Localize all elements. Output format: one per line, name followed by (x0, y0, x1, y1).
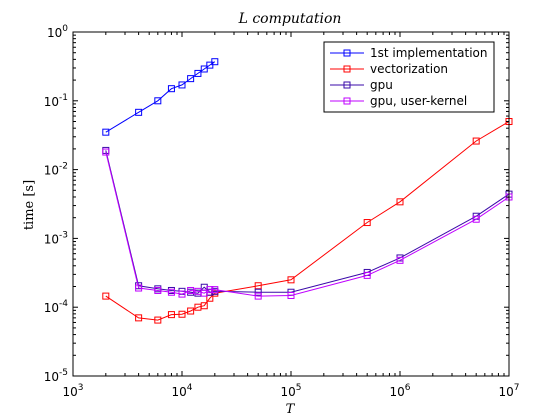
data-point (254, 292, 262, 300)
x-tick-label: 104 (171, 383, 192, 399)
data-point (178, 290, 186, 298)
x-tick-label: 106 (389, 383, 410, 399)
y-tick-label: 10-4 (44, 299, 69, 315)
data-point (154, 316, 162, 324)
y-tick-label: 10-1 (44, 93, 68, 109)
data-point (200, 302, 208, 310)
series-3 (102, 146, 513, 297)
data-point (102, 148, 110, 156)
x-tick-label: 107 (498, 383, 519, 399)
legend-swatch-marker (343, 49, 351, 57)
data-point (211, 58, 219, 66)
series-4 (102, 148, 513, 300)
x-tick-label: 103 (62, 383, 83, 399)
series-1 (102, 58, 219, 136)
legend-swatch-marker (343, 65, 351, 73)
data-point (167, 85, 175, 93)
data-point (187, 307, 195, 315)
data-point (200, 65, 208, 73)
data-point (200, 289, 208, 297)
data-point (102, 292, 110, 300)
data-point (135, 314, 143, 322)
plot-area (102, 58, 513, 324)
legend-item: gpu, user-kernel (330, 94, 467, 108)
legend-label: gpu (370, 78, 393, 92)
data-point (135, 284, 143, 292)
data-point (396, 256, 404, 264)
y-tick-label: 100 (47, 24, 68, 40)
series-line (105, 151, 510, 297)
legend-item: vectorization (330, 62, 448, 76)
legend-box (323, 41, 495, 113)
data-point (154, 97, 162, 105)
data-point (363, 271, 371, 279)
x-axis-label: T (286, 402, 296, 417)
legend-swatch-marker (343, 97, 351, 105)
y-axis-label: time [s] (22, 180, 37, 230)
data-point (194, 69, 202, 77)
data-point (135, 108, 143, 116)
legend-label: gpu, user-kernel (370, 94, 467, 108)
data-point (287, 276, 295, 284)
data-point (472, 215, 480, 223)
data-point (206, 286, 214, 294)
series-line (105, 121, 510, 321)
x-tick-label: 105 (280, 383, 301, 399)
legend: 1st implementation vectorization gpu gpu, u… (323, 41, 495, 113)
data-point (396, 198, 404, 206)
legend-label: vectorization (370, 62, 448, 76)
y-tick-label: 10-5 (44, 368, 68, 384)
y-tick-label: 10-3 (44, 230, 68, 246)
legend-label: 1st implementation (370, 46, 488, 60)
data-point (154, 286, 162, 294)
series-line (105, 61, 216, 133)
axes: 103 104 105 106 107 10-5 10-4 10-3 10-2 10-1 100 (44, 24, 520, 399)
data-point (178, 310, 186, 318)
data-point (363, 219, 371, 227)
data-point (472, 137, 480, 145)
chart-title: L computation (238, 11, 342, 27)
series-line (105, 150, 510, 294)
data-point (211, 286, 219, 294)
data-point (187, 75, 195, 83)
legend-item: 1st implementation (330, 46, 488, 60)
series-2 (102, 118, 513, 324)
legend-swatch-marker (343, 81, 351, 89)
data-point (167, 311, 175, 319)
data-point (254, 288, 262, 296)
data-point (178, 81, 186, 89)
legend-item: gpu (330, 78, 393, 92)
data-point (187, 286, 195, 294)
data-point (102, 128, 110, 136)
data-point (167, 288, 175, 296)
y-tick-label: 10-2 (44, 162, 68, 178)
data-point (287, 291, 295, 299)
